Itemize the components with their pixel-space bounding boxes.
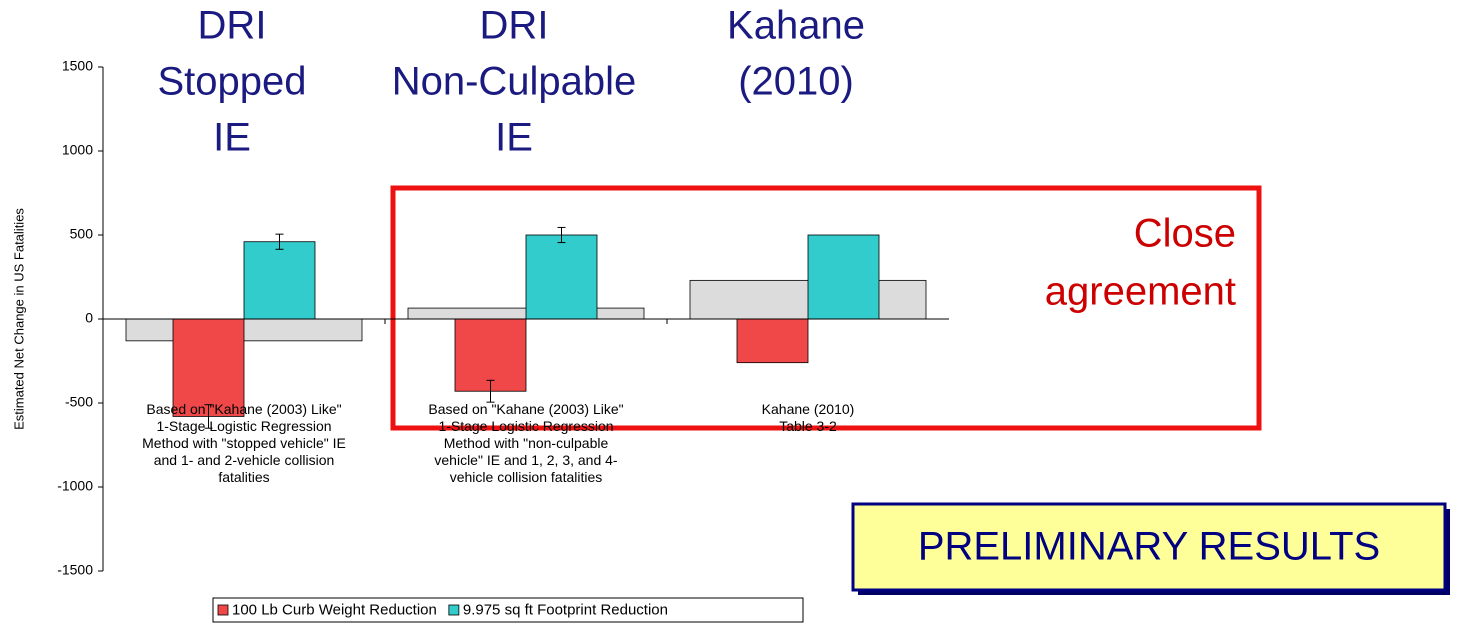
group-header: IE (495, 116, 533, 160)
group-header: Kahane (727, 4, 865, 48)
y-axis-label: Estimated Net Change in US Fatalities (11, 208, 26, 430)
status-text: PRELIMINARY RESULTS (918, 525, 1380, 569)
agreement-text: Close (1134, 212, 1236, 256)
group-header: Stopped (157, 60, 306, 104)
agreement-box (390, 185, 1262, 431)
bar (243, 241, 316, 320)
y-tick-label: -1500 (57, 562, 93, 578)
group-header: DRI (480, 4, 549, 48)
agreement-text: agreement (1045, 270, 1236, 314)
y-tick-label: 1000 (62, 142, 93, 158)
y-tick-label: 1500 (62, 58, 93, 74)
bar (736, 318, 809, 364)
legend-label: 100 Lb Curb Weight Reduction (232, 601, 437, 618)
status-box (851, 502, 1447, 592)
group-header: Non-Culpable (392, 60, 637, 104)
legend (212, 597, 804, 623)
y-tick-label: -1000 (57, 478, 93, 494)
y-tick-label: 0 (85, 310, 93, 326)
category-label: Based on "Kahane (2003) Like" 1-Stage Lo… (428, 401, 624, 485)
bar (454, 318, 527, 392)
y-tick-label: 500 (70, 226, 94, 242)
legend-swatch (448, 604, 460, 616)
legend-swatch (217, 604, 229, 616)
bar (525, 234, 598, 320)
group-header: DRI (198, 4, 267, 48)
y-tick-label: -500 (65, 394, 93, 410)
group-header: (2010) (738, 60, 854, 104)
group-header: IE (213, 116, 251, 160)
legend-label: 9.975 sq ft Footprint Reduction (463, 601, 668, 618)
category-label: Based on "Kahane (2003) Like" 1-Stage Lo… (142, 401, 346, 485)
bar (172, 318, 245, 417)
category-label: Kahane (2010) Table 3-2 (761, 401, 855, 434)
bar (807, 234, 880, 320)
